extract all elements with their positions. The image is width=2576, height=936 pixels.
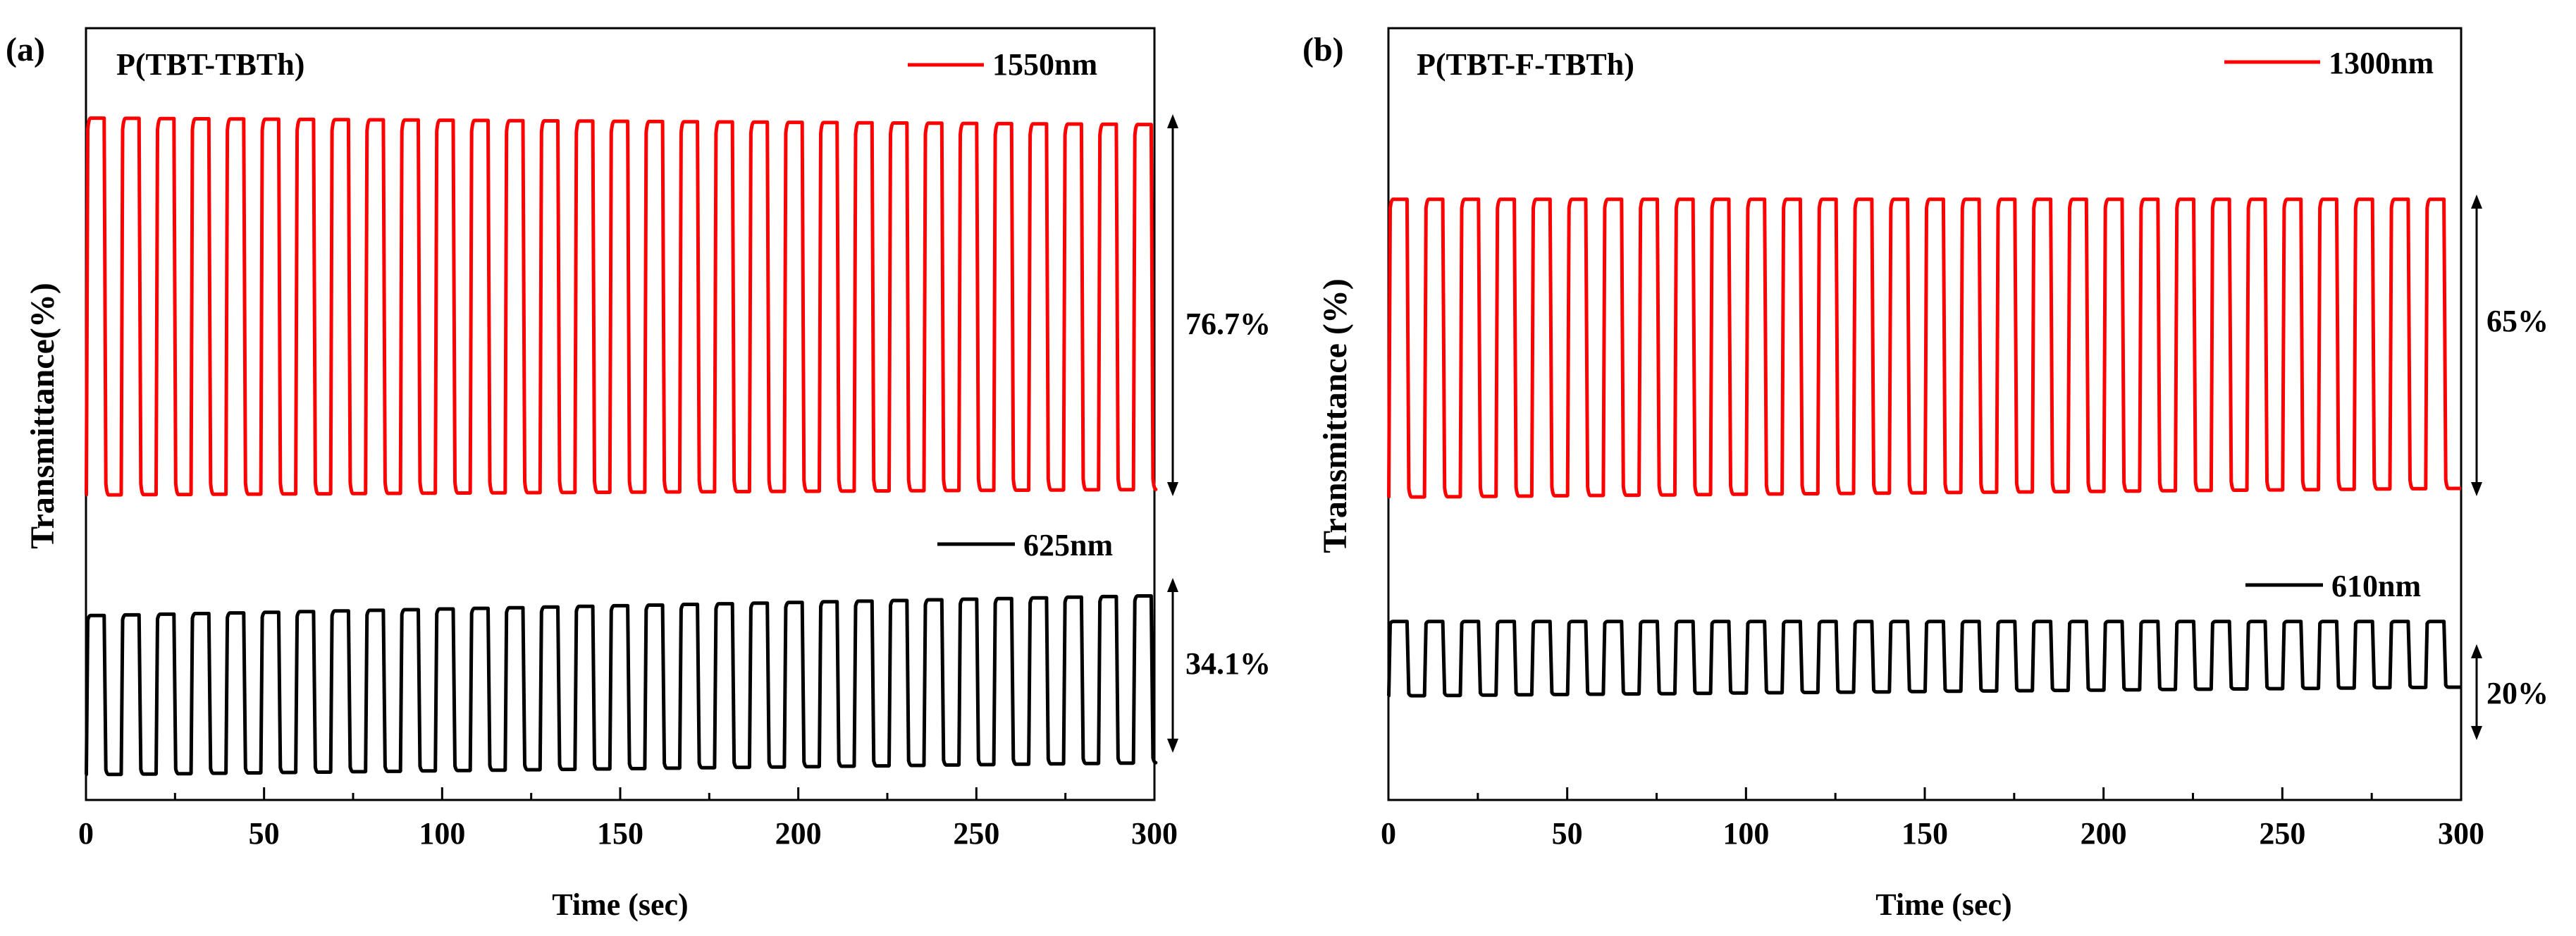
panel-a-x-tick-label: 200 xyxy=(775,816,822,851)
panel-b-contrast-label-red: 65% xyxy=(2486,304,2549,338)
panel-b-x-tick-label: 250 xyxy=(2259,816,2305,851)
panel-b-contrast-arrow-red xyxy=(2471,195,2482,496)
panel-b-y-axis-label: Transmittance (%) xyxy=(1317,278,1354,553)
panel-b-series-1300nm-line xyxy=(1387,197,2461,499)
panel-b-red-series xyxy=(1387,197,2461,499)
panel-b-x-tick-label: 50 xyxy=(1552,816,1583,851)
panel-a-x-axis-ticks: 0 50 100 150 200 250 300 xyxy=(78,787,1178,851)
panel-b-contrast-label-black: 20% xyxy=(2486,676,2549,710)
panel-a-series-1550nm-line xyxy=(85,116,1158,497)
panel-a-black-series xyxy=(85,594,1158,777)
panel-b: (b) P(TBT-F-TBTh) 1300nm 610nm 0 50 100 150… xyxy=(1302,27,2549,922)
panel-a-contrast-label-black: 34.1% xyxy=(1185,646,1271,681)
panel-b-title: P(TBT-F-TBTh) xyxy=(1417,47,1634,82)
panel-b-x-tick-label: 300 xyxy=(2438,816,2484,851)
panel-a-x-tick-label: 150 xyxy=(597,816,643,851)
panel-a-contrast-arrow-red xyxy=(1167,114,1178,496)
panel-a: (a) P(TBT-TBTh) 1550nm 625nm 0 50 100 150 20… xyxy=(6,27,1271,922)
panel-a-red-series xyxy=(85,116,1158,497)
panel-a-series-625nm-line xyxy=(85,594,1158,777)
panel-a-legend-text-black: 625nm xyxy=(1023,528,1113,562)
panel-b-x-tick-label: 200 xyxy=(2081,816,2127,851)
panel-b-black-series xyxy=(1387,620,2461,698)
panel-a-x-tick-label: 300 xyxy=(1131,816,1178,851)
panel-b-series-610nm-line xyxy=(1387,620,2461,698)
panel-b-label: (b) xyxy=(1302,31,1344,68)
panel-b-x-tick-label: 150 xyxy=(1902,816,1948,851)
panel-a-contrast-arrow-black xyxy=(1167,578,1178,753)
panel-b-legend-text-red: 1300nm xyxy=(2329,46,2434,80)
panel-b-x-tick-label: 0 xyxy=(1381,816,1396,851)
panel-a-x-tick-label: 100 xyxy=(419,816,465,851)
panel-a-y-axis-label: Transmittance(%) xyxy=(24,283,61,549)
panel-b-x-axis-ticks: 0 50 100 150 200 250 300 xyxy=(1381,787,2484,851)
panel-a-x-tick-label: 250 xyxy=(953,816,999,851)
panel-b-x-axis-label: Time (sec) xyxy=(1875,887,2011,922)
panel-a-x-tick-label: 0 xyxy=(78,816,94,851)
panel-a-label: (a) xyxy=(6,31,45,68)
panel-b-contrast-arrow-black xyxy=(2471,644,2482,740)
panel-b-legend-text-black: 610nm xyxy=(2331,569,2421,603)
panel-a-title: P(TBT-TBTh) xyxy=(116,47,304,82)
panel-a-legend-text-red: 1550nm xyxy=(992,47,1097,82)
panel-a-x-axis-label: Time (sec) xyxy=(552,887,688,922)
panel-b-x-tick-label: 100 xyxy=(1723,816,1769,851)
panel-a-x-tick-label: 50 xyxy=(249,816,280,851)
panel-a-contrast-label-red: 76.7% xyxy=(1185,307,1271,341)
